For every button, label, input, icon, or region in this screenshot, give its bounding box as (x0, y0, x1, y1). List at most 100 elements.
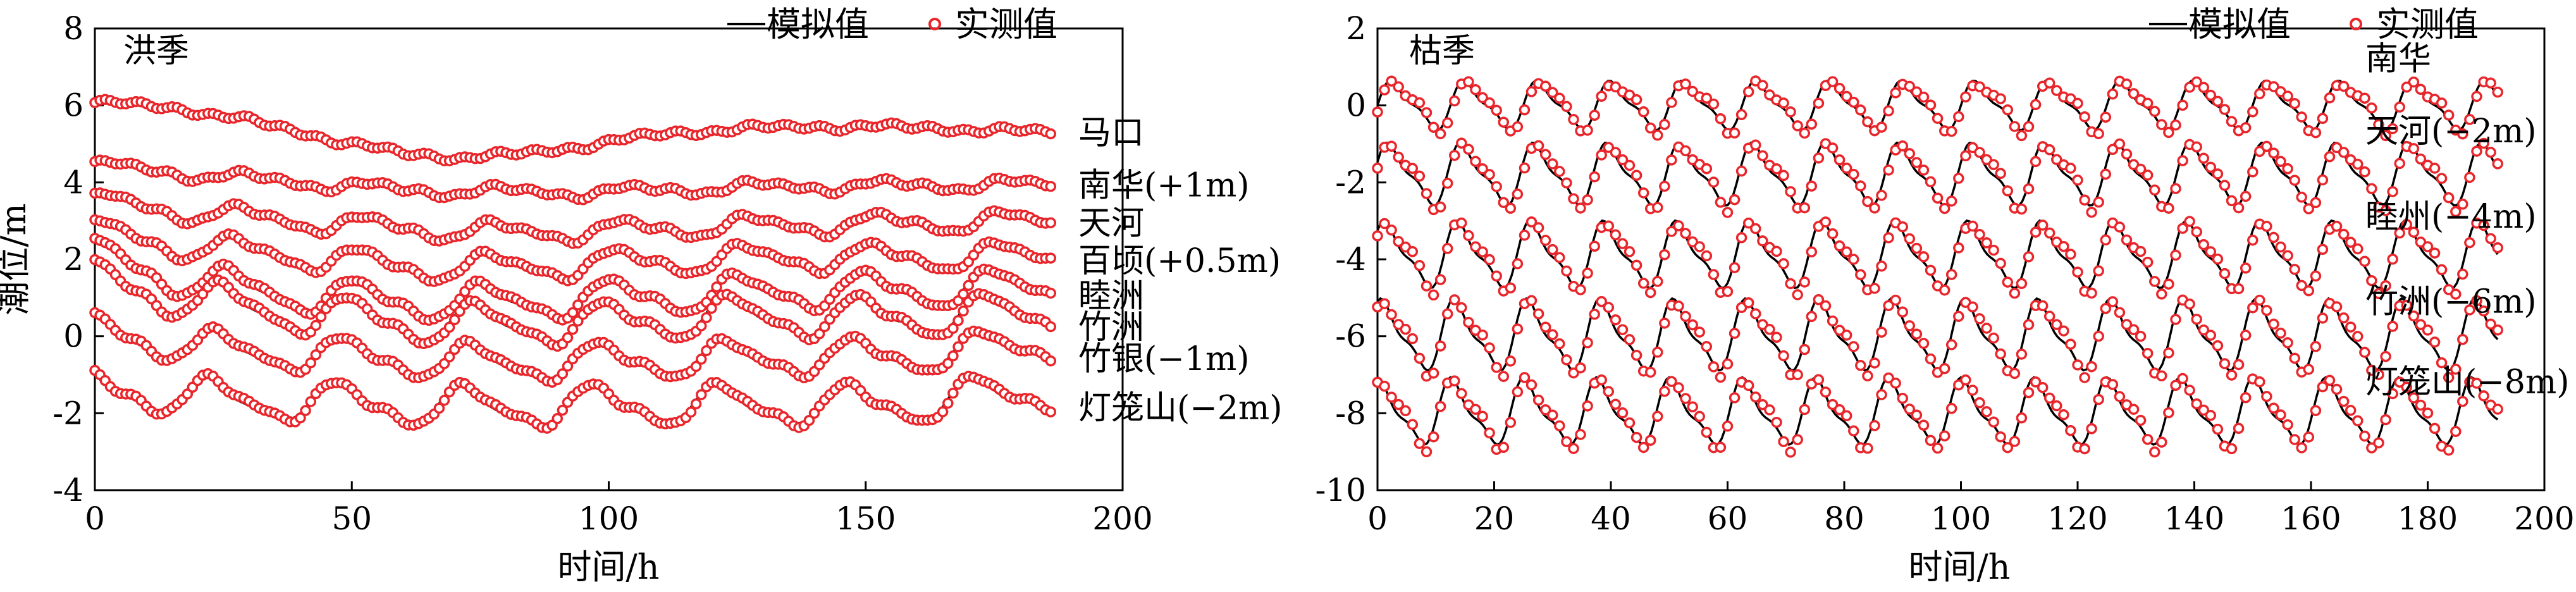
measured-point (1806, 311, 1818, 323)
measured-point (1561, 101, 1572, 113)
measured-point (1827, 228, 1839, 240)
measured-point (2387, 123, 2398, 135)
measured-point (2443, 192, 2455, 204)
measured-point (2198, 82, 2210, 94)
x-tick-label: 160 (2281, 500, 2341, 537)
measured-point (1393, 81, 1404, 93)
measured-point (1897, 306, 1909, 318)
measured-point (300, 405, 311, 416)
measured-point (2443, 109, 2455, 121)
measured-point (2156, 370, 2167, 381)
measured-point (1470, 404, 1481, 415)
measured-point (2310, 405, 2322, 416)
measured-point (690, 361, 702, 373)
measured-point (1960, 374, 1971, 386)
station-label: 百顷(+0.5m) (1078, 242, 1281, 280)
measured-point (2261, 221, 2272, 232)
measured-point (1735, 109, 1747, 121)
measured-point (1400, 323, 1412, 335)
measured-point (1750, 308, 1761, 319)
measured-point (1449, 375, 1460, 387)
measured-point (2051, 154, 2062, 166)
measured-point (1470, 156, 1481, 167)
measured-point (2457, 333, 2468, 345)
measured-point (2016, 278, 2028, 290)
measured-point (2275, 409, 2286, 421)
measured-point (557, 404, 569, 416)
measured-point (2170, 249, 2181, 261)
measured-point (2338, 228, 2350, 240)
measured-point (2030, 376, 2042, 388)
measured-point (2422, 407, 2434, 419)
x-tick-label: 0 (85, 500, 105, 537)
measured-point (711, 281, 722, 293)
measured-point (2254, 376, 2265, 388)
measured-point (1750, 391, 1761, 403)
measured-point (2296, 442, 2307, 453)
measured-point (1637, 441, 1649, 453)
measured-point (2310, 270, 2322, 282)
measured-point (2023, 319, 2035, 331)
measured-point (2296, 280, 2307, 292)
measured-point (2086, 423, 2097, 435)
measured-point (2338, 312, 2350, 324)
measured-point (2310, 341, 2322, 352)
measured-point (2156, 288, 2167, 300)
measured-point (1855, 180, 1866, 192)
measured-point (2233, 359, 2245, 371)
right-legend-simulated: 模拟值 (2188, 4, 2291, 44)
measured-point (2177, 155, 2188, 166)
measured-point (1715, 371, 1727, 383)
measured-point (1722, 286, 1734, 297)
measured-point (1967, 220, 1978, 232)
measured-point (2485, 77, 2496, 89)
measured-point (1596, 296, 1607, 307)
measured-point (1441, 243, 1453, 254)
measured-point (2065, 338, 2076, 350)
measured-point (2156, 119, 2167, 130)
measured-point (1953, 311, 1964, 322)
right-legend-measured: 实测值 (2376, 4, 2479, 44)
measured-point (2170, 183, 2181, 194)
measured-point (1680, 311, 1691, 323)
measured-point (696, 354, 707, 365)
measured-point (1554, 420, 1565, 431)
measured-point (1519, 372, 1531, 383)
measured-point (2324, 374, 2336, 386)
measured-point (1813, 97, 1825, 109)
measured-point (2457, 199, 2468, 210)
measured-point (1911, 86, 1923, 98)
measured-point (1505, 355, 1517, 367)
measured-point (1840, 246, 1852, 258)
measured-point (696, 320, 707, 331)
measured-point (1427, 431, 1439, 443)
measured-point (1932, 113, 1944, 124)
measured-point (2247, 166, 2259, 178)
measured-point (1045, 128, 1057, 140)
measured-point (1484, 427, 1495, 439)
x-tick-label: 200 (1092, 500, 1152, 537)
measured-point (1456, 137, 1467, 149)
measured-point (1644, 287, 1656, 299)
measured-point (1561, 177, 1572, 188)
measured-point (2177, 373, 2188, 385)
measured-point (1644, 122, 1656, 134)
measured-point (2492, 86, 2503, 98)
measured-point (1434, 340, 1446, 352)
measured-point (1477, 163, 1488, 175)
measured-point (1742, 379, 1754, 392)
measured-point (1729, 392, 1741, 404)
measured-point (1568, 193, 1579, 204)
measured-point (1491, 181, 1502, 192)
measured-point (1659, 119, 1670, 130)
measured-point (1840, 330, 1852, 341)
measured-point (2289, 97, 2300, 109)
measured-point (1848, 254, 1859, 265)
measured-point (2408, 226, 2420, 238)
measured-point (1918, 251, 1930, 262)
measured-point (1484, 342, 1495, 354)
measured-point (2240, 190, 2252, 202)
left-legend: 模拟值 实测值 (727, 4, 1057, 44)
measured-point (1687, 401, 1698, 412)
measured-point (1045, 180, 1057, 192)
